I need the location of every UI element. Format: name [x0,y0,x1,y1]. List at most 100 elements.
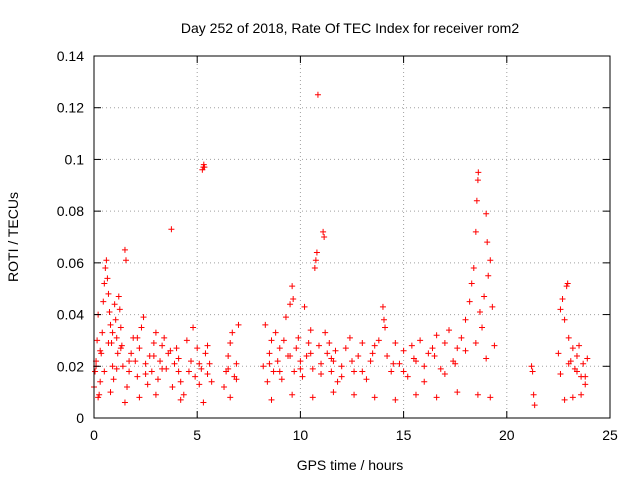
data-point [293,345,300,352]
data-point [138,324,145,331]
data-point [421,378,428,385]
data-point [97,378,104,385]
plot-frame [93,55,611,419]
data-point [169,383,176,390]
data-point [260,363,267,370]
data-point [470,265,477,272]
data-point [429,345,436,352]
data-point [369,350,376,357]
data-point [159,365,166,372]
data-point [328,368,335,375]
data-point [190,324,197,331]
data-point [144,381,151,388]
data-point [225,365,232,372]
data-point [280,337,287,344]
data-point [150,352,157,359]
data-point [425,350,432,357]
data-point [487,257,494,264]
data-point [338,373,345,380]
data-point [404,373,411,380]
data-point [485,272,492,279]
data-point [102,265,109,272]
data-point [289,283,296,290]
x-tick-label: 0 [90,427,98,443]
data-point [528,363,535,370]
data-point [221,383,228,390]
y-tick-label: 0.04 [57,307,84,323]
data-point [479,324,486,331]
data-point [309,365,316,372]
data-point [104,275,111,282]
data-point [171,360,178,367]
x-tick-label: 15 [396,427,412,443]
data-point [121,246,128,253]
data-point [128,350,135,357]
data-point [297,358,304,365]
data-point [338,363,345,370]
data-point [311,265,318,272]
axis-ticks [93,55,611,419]
data-point [196,381,203,388]
data-point [175,355,182,362]
x-tick-label: 25 [602,427,618,443]
data-point [115,293,122,300]
data-point [363,376,370,383]
data-point [161,334,168,341]
data-point [134,373,141,380]
data-point [390,360,397,367]
data-point [355,352,362,359]
data-point [565,334,572,341]
data-point [433,332,440,339]
data-point [134,334,141,341]
x-tick-label: 20 [499,427,515,443]
data-point [392,340,399,347]
data-point [569,394,576,401]
data-point [441,340,448,347]
data-point [106,308,113,315]
data-point [321,234,328,240]
data-point [312,257,319,264]
data-point [301,303,308,310]
data-point [150,340,157,347]
data-point [157,358,164,365]
data-point [472,340,479,347]
data-point [462,316,469,323]
data-point [433,394,440,401]
data-point [177,378,184,385]
x-tick-label: 5 [193,427,201,443]
data-point [268,337,275,344]
y-tick-label: 0.1 [65,151,85,167]
data-point [264,378,271,385]
data-point [303,352,310,359]
data-point [412,391,419,398]
data-point [529,368,536,375]
data-point [561,316,568,323]
data-point [309,394,316,401]
data-point [371,394,378,401]
data-point [388,368,395,375]
data-point [92,368,99,375]
data-point [206,360,213,367]
data-point [476,308,483,315]
data-point [113,334,120,341]
data-point [487,394,494,401]
data-point [408,342,415,349]
data-point [573,368,580,375]
data-point [307,327,314,334]
data-point [421,363,428,370]
data-point [454,389,461,396]
data-point [578,391,585,398]
data-point [326,340,333,347]
data-point [332,347,339,354]
data-point [100,298,107,305]
data-point [227,340,234,347]
data-point [328,355,335,362]
data-point [324,350,331,357]
data-point [105,340,112,347]
y-tick-label: 0.14 [57,48,84,64]
data-point [97,347,104,354]
chart-title: Day 252 of 2018, Rate Of TEC Index for r… [181,20,519,36]
data-point [159,342,166,349]
data-point [192,373,199,380]
data-point [107,321,114,328]
